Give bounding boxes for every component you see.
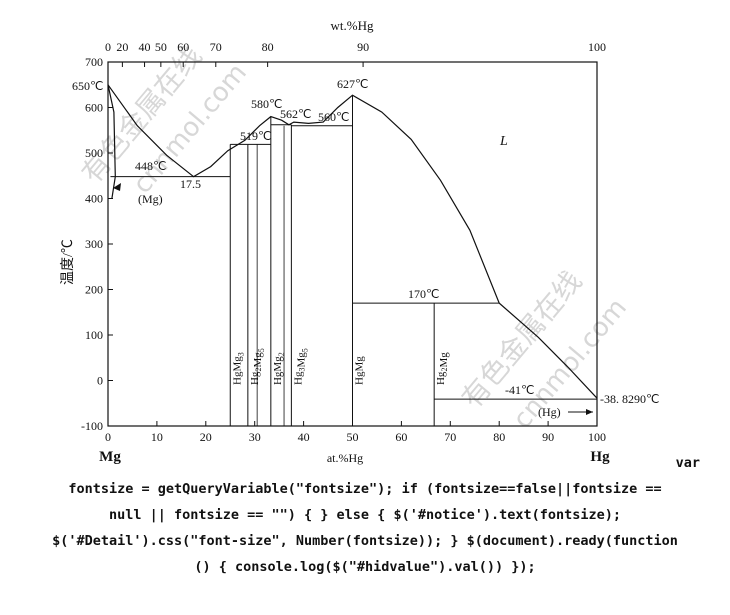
annotations: 650℃ 448℃ 17.5 (Mg) 580℃ 519℃ 562℃ 560℃ … (72, 77, 659, 419)
phase-hg-label: (Hg) (538, 405, 561, 419)
top-tick-label: 0 (105, 40, 111, 54)
y-tick-label: 500 (85, 146, 103, 160)
temp-label-627: 627℃ (337, 77, 368, 91)
temp-label-448: 448℃ (135, 159, 166, 173)
temp-label-580: 580℃ (251, 97, 282, 111)
mg-arrow-head (113, 183, 121, 191)
left-element-label: Mg (99, 449, 121, 465)
x-axis-label: at.%Hg (327, 451, 363, 465)
y-tick-label: 600 (85, 101, 103, 115)
temp-label-minus41: -41℃ (505, 383, 534, 397)
top-axis-ticks: 0 20 40 50 60 70 80 90 100 (105, 40, 606, 67)
y-axis-ticks: -100 0 100 200 300 400 500 600 700 (81, 55, 113, 433)
right-element-label: Hg (590, 449, 610, 465)
phase-boundaries (107, 84, 598, 426)
compound-label: Hg2Mg (435, 352, 450, 385)
code-text-block: var fontsize = getQueryVariable("fontsiz… (10, 450, 720, 580)
compound-label: HgMg3 (231, 352, 245, 385)
temp-label-519: 519℃ (240, 129, 271, 143)
code-line-2: null || fontsize == "") { } else { $('#n… (108, 507, 622, 523)
series-line-1 (107, 84, 116, 199)
phase-liquid-label: L (499, 134, 508, 149)
top-tick-label: 40 (139, 40, 151, 54)
y-tick-label: 300 (85, 237, 103, 251)
x-tick-label: 70 (444, 430, 456, 444)
y-tick-label: 200 (85, 283, 103, 297)
compound-label: HgMg2 (272, 352, 286, 385)
top-tick-label: 20 (116, 40, 128, 54)
code-line-4: () { console.log($("#hidvalue").val()) }… (194, 559, 536, 575)
temp-label-650: 650℃ (72, 79, 103, 93)
phase-mg-label: (Mg) (138, 192, 163, 206)
top-tick-label: 70 (210, 40, 222, 54)
compound-label: Hg2Mg5 (249, 348, 266, 385)
x-tick-label: 10 (151, 430, 163, 444)
x-tick-label: 0 (105, 430, 111, 444)
x-tick-label: 100 (588, 430, 606, 444)
y-tick-label: -100 (81, 419, 103, 433)
y-tick-label: 0 (97, 374, 103, 388)
top-tick-label: 100 (588, 40, 606, 54)
compound-label: Hg3Mg5 (292, 348, 309, 385)
x-tick-label: 30 (249, 430, 261, 444)
x-tick-label: 50 (347, 430, 359, 444)
y-tick-label: 100 (85, 328, 103, 342)
x-tick-label: 20 (200, 430, 212, 444)
top-tick-label: 50 (155, 40, 167, 54)
x-tick-label: 60 (395, 430, 407, 444)
x-axis-ticks: 0 10 20 30 40 50 60 70 80 90 100 (105, 421, 606, 444)
top-tick-label: 90 (357, 40, 369, 54)
temp-label-mercury-melting: -38. 8290℃ (600, 392, 659, 406)
temp-label-562: 562℃ (280, 107, 311, 121)
series-line-0 (107, 84, 598, 399)
top-tick-label: 60 (177, 40, 189, 54)
compound-label: HgMg (354, 356, 366, 385)
code-line-3: $('#Detail').css("font-size", Number(fon… (52, 533, 678, 549)
compound-labels: HgMg3 Hg2Mg5 HgMg2 Hg3Mg5 HgMg Hg2Mg (231, 348, 450, 385)
x-tick-label: 90 (542, 430, 554, 444)
top-axis-label: wt.%Hg (331, 18, 374, 33)
eutectic-composition-label: 17.5 (180, 177, 201, 191)
code-line-0: var (675, 455, 700, 471)
y-axis-label: 温度/℃ (60, 239, 76, 285)
x-tick-label: 40 (298, 430, 310, 444)
temp-label-560: 560℃ (318, 110, 349, 124)
y-tick-label: 400 (85, 192, 103, 206)
code-line-1: fontsize = getQueryVariable("fontsize");… (68, 481, 662, 497)
y-tick-label: 700 (85, 55, 103, 69)
hg-arrow-head (586, 409, 593, 415)
phase-diagram-chart: 有色金属在线 cnnmol.com 有色金属在线 cnnmol.com wt.%… (60, 18, 659, 465)
temp-label-170: 170℃ (408, 287, 439, 301)
top-tick-label: 80 (262, 40, 274, 54)
x-tick-label: 80 (493, 430, 505, 444)
